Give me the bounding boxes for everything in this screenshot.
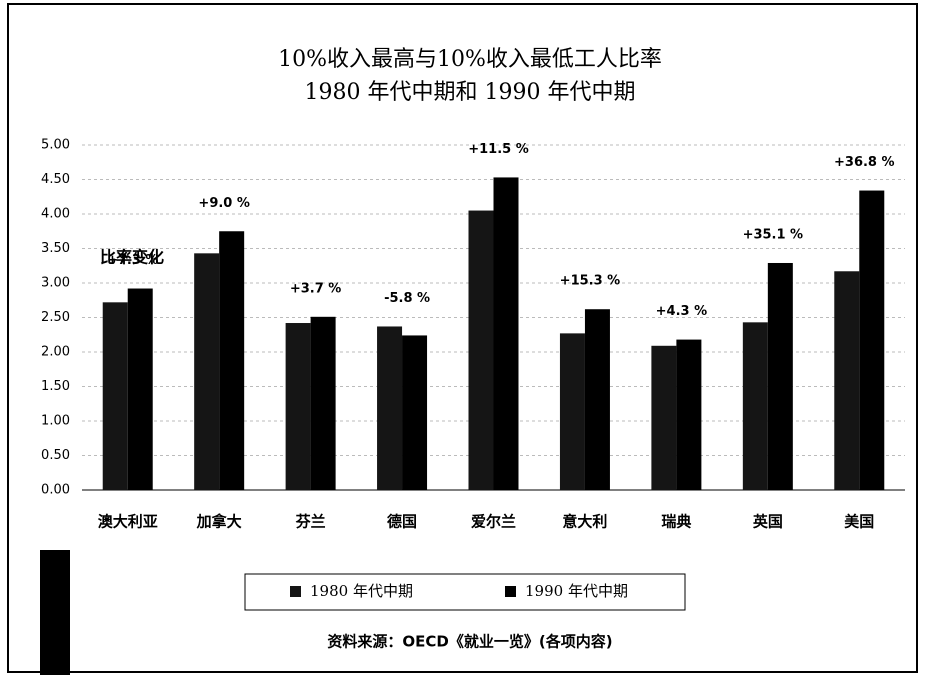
x-tick-label: 澳大利亚 <box>98 513 158 531</box>
bar <box>194 253 220 490</box>
source: 资料来源：OECD《就业一览》(各项内容) <box>327 633 612 651</box>
x-tick-label: 芬兰 <box>296 513 326 531</box>
y-tick-label: 3.00 <box>41 276 70 291</box>
change-label: +15.3 % <box>560 274 621 289</box>
change-label: +4.3 % <box>656 304 707 319</box>
x-tick-label: 加拿大 <box>196 513 242 531</box>
bar <box>493 177 519 490</box>
y-tick-label: 2.00 <box>41 345 70 360</box>
decor-block <box>40 550 70 675</box>
bar <box>651 345 677 490</box>
bar <box>676 339 702 490</box>
x-tick-label: 瑞典 <box>661 513 691 531</box>
y-tick-label: 3.50 <box>41 241 70 256</box>
bar <box>102 302 128 490</box>
bar <box>859 190 885 491</box>
bar <box>767 262 793 490</box>
legend-label: 1980 年代中期 <box>310 582 413 600</box>
change-label: +11.5 % <box>468 142 529 157</box>
y-tick-label: 0.00 <box>41 483 70 498</box>
y-tick-label: 5.00 <box>41 138 70 153</box>
y-tick-label: 1.00 <box>41 414 70 429</box>
y-tick-label: 4.50 <box>41 172 70 187</box>
x-tick-label: 美国 <box>844 513 874 531</box>
bar <box>377 326 403 490</box>
change-label: +3.7 % <box>290 281 341 296</box>
annotation: 比率变化 <box>100 248 164 267</box>
y-tick-label: 0.50 <box>41 448 70 463</box>
x-tick-label: 意大利 <box>562 513 607 531</box>
bar <box>402 335 428 490</box>
chart-title: 10%收入最高与10%收入最低工人比率 <box>278 47 662 72</box>
x-tick-label: 英国 <box>753 513 783 531</box>
legend-swatch <box>505 586 516 597</box>
legend-swatch <box>290 586 301 597</box>
change-label: +7.3 % <box>107 253 158 268</box>
bar <box>127 288 153 490</box>
bar <box>559 333 585 490</box>
bar <box>834 271 860 490</box>
y-tick-label: 2.50 <box>41 310 70 325</box>
bar <box>285 323 311 490</box>
y-tick-label: 1.50 <box>41 379 70 394</box>
change-label: +9.0 % <box>198 196 249 211</box>
bar <box>219 231 245 490</box>
chart-subtitle: 1980 年代中期和 1990 年代中期 <box>305 80 636 105</box>
legend-label: 1990 年代中期 <box>525 582 628 600</box>
x-tick-label: 德国 <box>387 513 417 531</box>
y-tick-label: 4.00 <box>41 207 70 222</box>
bar <box>310 316 336 490</box>
change-label: -5.8 % <box>384 291 430 306</box>
legend-box <box>244 573 686 611</box>
bar <box>742 322 768 490</box>
x-tick-label: 爱尔兰 <box>471 513 516 531</box>
bar <box>468 210 494 491</box>
bar <box>584 309 610 490</box>
frame <box>7 3 918 673</box>
change-label: +35.1 % <box>743 227 804 242</box>
change-label: +36.8 % <box>834 155 895 170</box>
